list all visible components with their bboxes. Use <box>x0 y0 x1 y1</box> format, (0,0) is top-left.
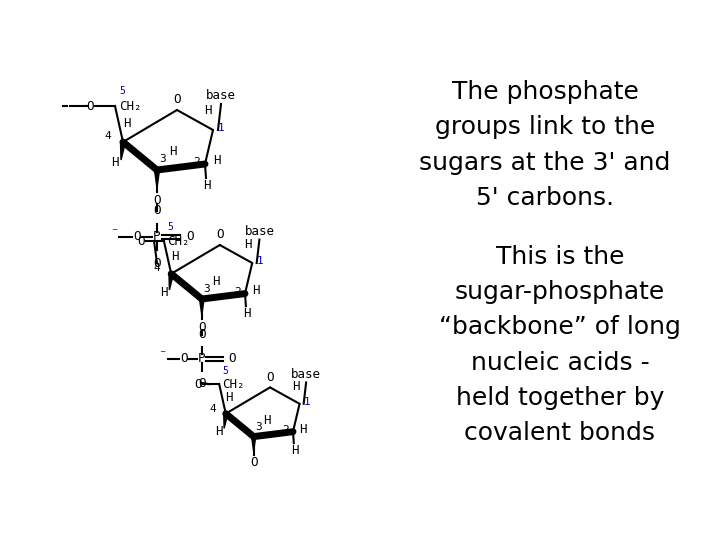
Text: 5: 5 <box>222 366 228 376</box>
Text: P: P <box>153 231 161 244</box>
Text: 3: 3 <box>159 154 166 164</box>
Text: 5: 5 <box>119 86 125 96</box>
Text: ⁻: ⁻ <box>109 226 118 240</box>
Text: P: P <box>198 352 205 365</box>
Text: H: H <box>225 391 233 404</box>
Text: O: O <box>250 456 257 469</box>
Polygon shape <box>199 299 204 315</box>
Text: H: H <box>300 423 307 436</box>
Text: H: H <box>291 444 298 457</box>
Text: H: H <box>244 238 251 251</box>
Text: CH₂: CH₂ <box>119 99 142 112</box>
Text: 2: 2 <box>193 157 200 167</box>
Text: O: O <box>153 194 161 207</box>
Text: O: O <box>86 99 94 112</box>
Text: base: base <box>206 89 236 102</box>
Text: 4: 4 <box>153 264 161 273</box>
Text: H: H <box>169 145 176 158</box>
Text: 4: 4 <box>210 404 216 414</box>
Polygon shape <box>251 437 256 451</box>
Text: H: H <box>171 250 179 263</box>
Text: H: H <box>204 104 212 117</box>
Text: H: H <box>292 380 300 393</box>
Text: H: H <box>215 425 223 438</box>
Text: O: O <box>266 371 274 384</box>
Polygon shape <box>169 274 174 290</box>
Text: O: O <box>180 352 187 365</box>
Text: H: H <box>213 154 220 167</box>
Text: This is the
sugar-phosphate
“backbone” of long
nucleic acids -
held together by
: This is the sugar-phosphate “backbone” o… <box>439 245 681 446</box>
Text: 4: 4 <box>104 131 111 141</box>
Text: O: O <box>198 328 205 341</box>
Text: CH₂: CH₂ <box>222 377 245 390</box>
Text: O: O <box>174 93 181 106</box>
Text: O: O <box>186 231 194 244</box>
Text: H: H <box>123 117 131 130</box>
Text: H: H <box>212 275 220 288</box>
Text: H: H <box>264 414 271 427</box>
Text: 1: 1 <box>304 397 310 407</box>
Text: 2: 2 <box>234 287 240 297</box>
Text: 1: 1 <box>257 256 264 266</box>
Text: H: H <box>112 156 119 169</box>
Text: O: O <box>216 228 223 241</box>
Polygon shape <box>120 141 125 160</box>
Text: The phosphate
groups link to the
sugars at the 3' and
5' carbons.: The phosphate groups link to the sugars … <box>419 80 671 210</box>
Text: base: base <box>291 368 321 381</box>
Text: O: O <box>194 377 202 390</box>
Text: O: O <box>153 257 161 270</box>
Text: H: H <box>203 179 211 192</box>
Text: 5: 5 <box>168 222 174 232</box>
Text: H: H <box>252 285 260 298</box>
Text: CH₂: CH₂ <box>168 235 190 248</box>
Text: O: O <box>153 204 161 217</box>
Text: H: H <box>161 286 168 299</box>
Text: O: O <box>198 321 205 334</box>
Text: O: O <box>138 235 145 248</box>
Text: base: base <box>244 225 274 238</box>
Text: H: H <box>243 307 251 320</box>
Text: 3: 3 <box>204 284 210 294</box>
Text: ⁻: ⁻ <box>158 348 167 362</box>
Text: O: O <box>198 377 205 390</box>
Text: 3: 3 <box>256 422 262 431</box>
Polygon shape <box>155 170 160 188</box>
Text: 2: 2 <box>282 425 289 435</box>
Text: 1: 1 <box>218 123 225 133</box>
Text: O: O <box>133 231 140 244</box>
Text: O: O <box>228 352 235 365</box>
Polygon shape <box>224 414 228 428</box>
